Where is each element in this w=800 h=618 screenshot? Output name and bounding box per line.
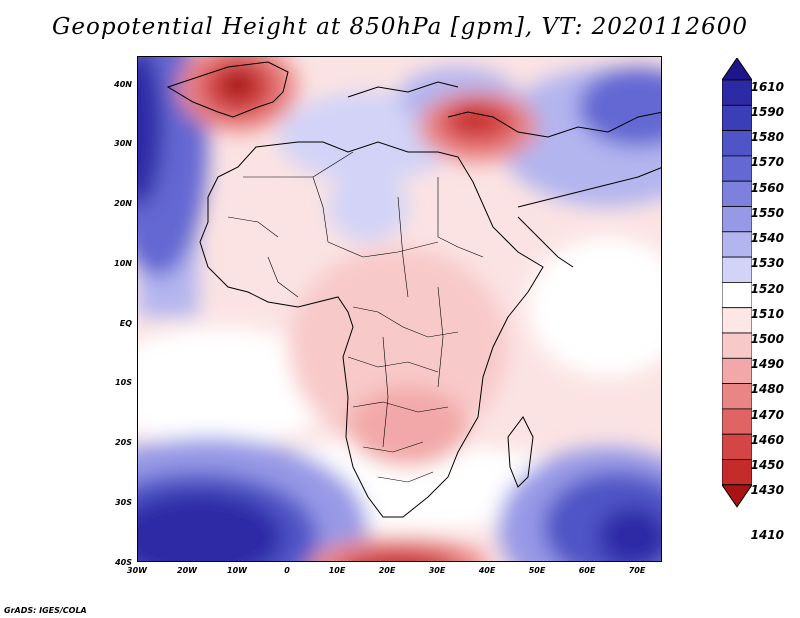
lon-label: 10E	[328, 566, 346, 575]
height-field-map	[138, 57, 661, 561]
colorbar-swatch	[722, 383, 752, 410]
colorbar-swatch	[722, 256, 752, 283]
lon-label: 30W	[127, 566, 147, 575]
lat-label: 40S	[115, 558, 132, 567]
lat-label: 20N	[114, 199, 132, 208]
lat-label: 30S	[115, 498, 132, 507]
lon-label: 50E	[528, 566, 546, 575]
colorbar-label: 1540	[750, 231, 784, 245]
colorbar-label: 1450	[750, 458, 784, 472]
colorbar-label: 1580	[750, 130, 784, 144]
colorbar-swatch	[722, 104, 752, 131]
colorbar-label: 1570	[750, 155, 784, 169]
height-contours	[138, 57, 661, 561]
software-credit: GrADS: IGES/COLA	[4, 606, 87, 615]
lon-label: 60E	[578, 566, 596, 575]
colorbar-label: 1550	[750, 206, 784, 220]
colorbar-bottom-arrow	[722, 484, 752, 508]
lat-label: EQ	[119, 319, 132, 328]
colorbar-label: 1470	[750, 408, 784, 422]
colorbar-label: 1410	[750, 528, 784, 542]
colorbar-label: 1480	[750, 382, 784, 396]
lat-label: 30N	[114, 139, 132, 148]
colorbar-swatch	[722, 307, 752, 334]
lon-label: 0	[284, 566, 290, 575]
colorbar-label: 1460	[750, 433, 784, 447]
lat-label: 10N	[114, 259, 132, 268]
colorbar-label: 1490	[750, 357, 784, 371]
colorbar-label: 1610	[750, 80, 784, 94]
colorbar-swatch	[722, 79, 752, 106]
colorbar-label: 1510	[750, 307, 784, 321]
map-title: Geopotential Height at 850hPa [gpm], VT:…	[52, 14, 748, 40]
colorbar	[722, 58, 752, 508]
colorbar-swatch	[722, 408, 752, 435]
lon-label: 10W	[227, 566, 247, 575]
lat-label: 40N	[114, 80, 132, 89]
colorbar-label: 1560	[750, 181, 784, 195]
lat-label: 20S	[115, 438, 132, 447]
colorbar-swatch	[722, 459, 752, 486]
colorbar-top-arrow	[722, 58, 752, 81]
lon-label: 70E	[628, 566, 646, 575]
colorbar-swatch	[722, 281, 752, 309]
colorbar-swatch	[722, 155, 752, 182]
lon-label: 40E	[478, 566, 496, 575]
lon-label: 30E	[428, 566, 446, 575]
map-panel	[137, 56, 662, 562]
lon-label: 20W	[177, 566, 197, 575]
coastlines	[166, 61, 661, 518]
colorbar-label: 1430	[750, 483, 784, 497]
colorbar-swatch	[722, 357, 752, 384]
lon-label: 20E	[378, 566, 396, 575]
lat-label: 10S	[115, 378, 132, 387]
colorbar-label: 1530	[750, 256, 784, 270]
colorbar-label: 1590	[750, 105, 784, 119]
colorbar-swatch	[722, 332, 752, 359]
colorbar-label: 1500	[750, 332, 784, 346]
colorbar-label: 1520	[750, 282, 784, 296]
country-borders	[227, 151, 484, 483]
